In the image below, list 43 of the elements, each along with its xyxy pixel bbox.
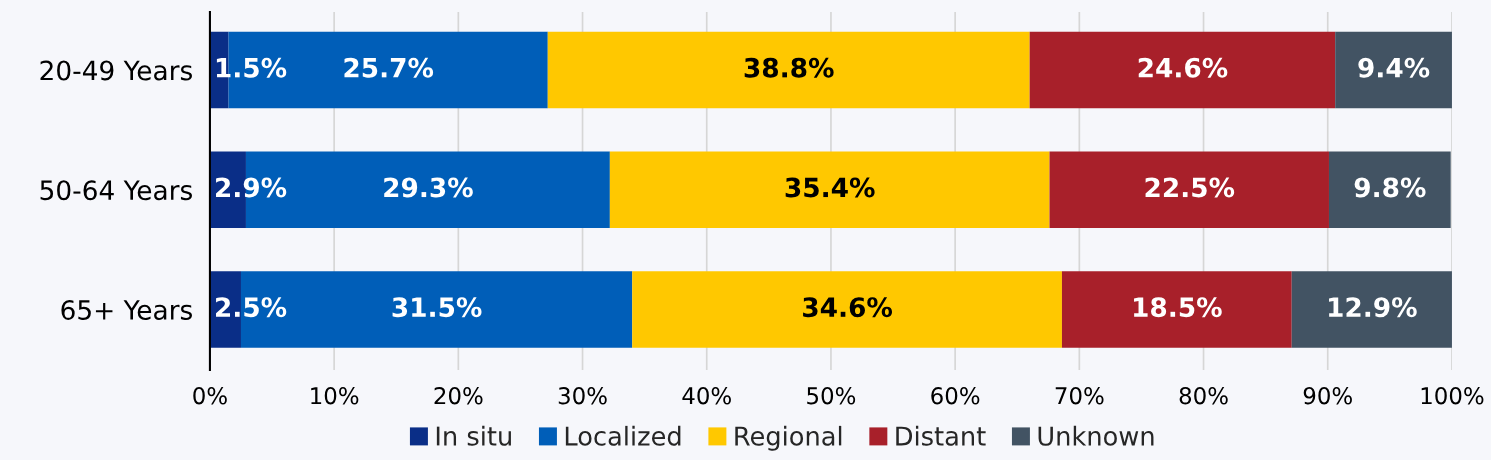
data-label: 12.9% xyxy=(1329,297,1417,318)
y-tick-label: 50-64 Years xyxy=(40,180,192,201)
data-label: 29.3% xyxy=(384,177,473,198)
y-tick-label: 65+ Years xyxy=(61,299,192,320)
legend-label: Unknown xyxy=(1038,425,1154,446)
legend-label: Distant xyxy=(896,425,986,446)
bar xyxy=(547,31,1030,109)
data-label: 2.9% xyxy=(216,177,287,198)
data-label: 2.5% xyxy=(216,297,287,318)
bar xyxy=(1335,31,1452,109)
legend-label: Regional xyxy=(735,425,842,451)
data-label: 25.7% xyxy=(344,57,434,78)
bar xyxy=(1328,151,1451,229)
x-tick-label: 30% xyxy=(558,387,607,405)
x-tick-label: 10% xyxy=(311,387,359,405)
data-label: 35.4% xyxy=(785,177,875,198)
data-label: 18.5% xyxy=(1134,297,1222,318)
x-tick-label: 60% xyxy=(931,387,980,405)
data-label: 1.5% xyxy=(216,57,287,78)
legend-label: In situ xyxy=(436,425,511,446)
x-tick-label: 50% xyxy=(807,387,856,405)
x-tick-label: 90% xyxy=(1303,387,1352,405)
bar xyxy=(1029,31,1336,109)
x-tick-label: 70% xyxy=(1055,387,1104,405)
data-label: 9.8% xyxy=(1354,177,1426,198)
x-tick-label: 20% xyxy=(434,387,483,405)
x-tick-label: 100% xyxy=(1421,387,1484,405)
data-label: 22.5% xyxy=(1145,177,1235,198)
x-tick-label: 0% xyxy=(193,387,227,405)
bar xyxy=(1061,271,1292,348)
data-label: 38.8% xyxy=(744,57,834,78)
data-label: 24.6% xyxy=(1138,57,1228,78)
bar xyxy=(632,271,1062,348)
data-label: 31.5% xyxy=(392,297,482,318)
bar xyxy=(1291,271,1452,348)
bar xyxy=(1049,151,1329,229)
data-label: 9.4% xyxy=(1358,57,1430,78)
x-tick-label: 80% xyxy=(1179,387,1228,405)
legend-label: Localized xyxy=(565,425,681,446)
x-tick-label: 40% xyxy=(682,387,731,405)
y-tick-label: 20-49 Years xyxy=(40,60,192,81)
bar xyxy=(609,151,1050,229)
data-label: 34.6% xyxy=(803,297,893,318)
